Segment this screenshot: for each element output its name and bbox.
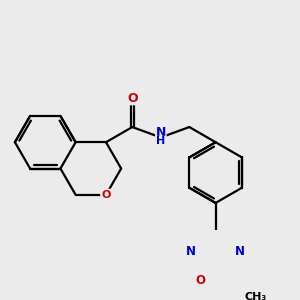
Text: O: O bbox=[101, 190, 111, 200]
Text: O: O bbox=[195, 274, 206, 286]
Text: N: N bbox=[186, 244, 196, 258]
Text: O: O bbox=[127, 92, 138, 105]
Text: N: N bbox=[156, 126, 166, 140]
Text: N: N bbox=[235, 244, 245, 258]
Text: H: H bbox=[156, 136, 165, 146]
Text: CH₃: CH₃ bbox=[245, 292, 267, 300]
